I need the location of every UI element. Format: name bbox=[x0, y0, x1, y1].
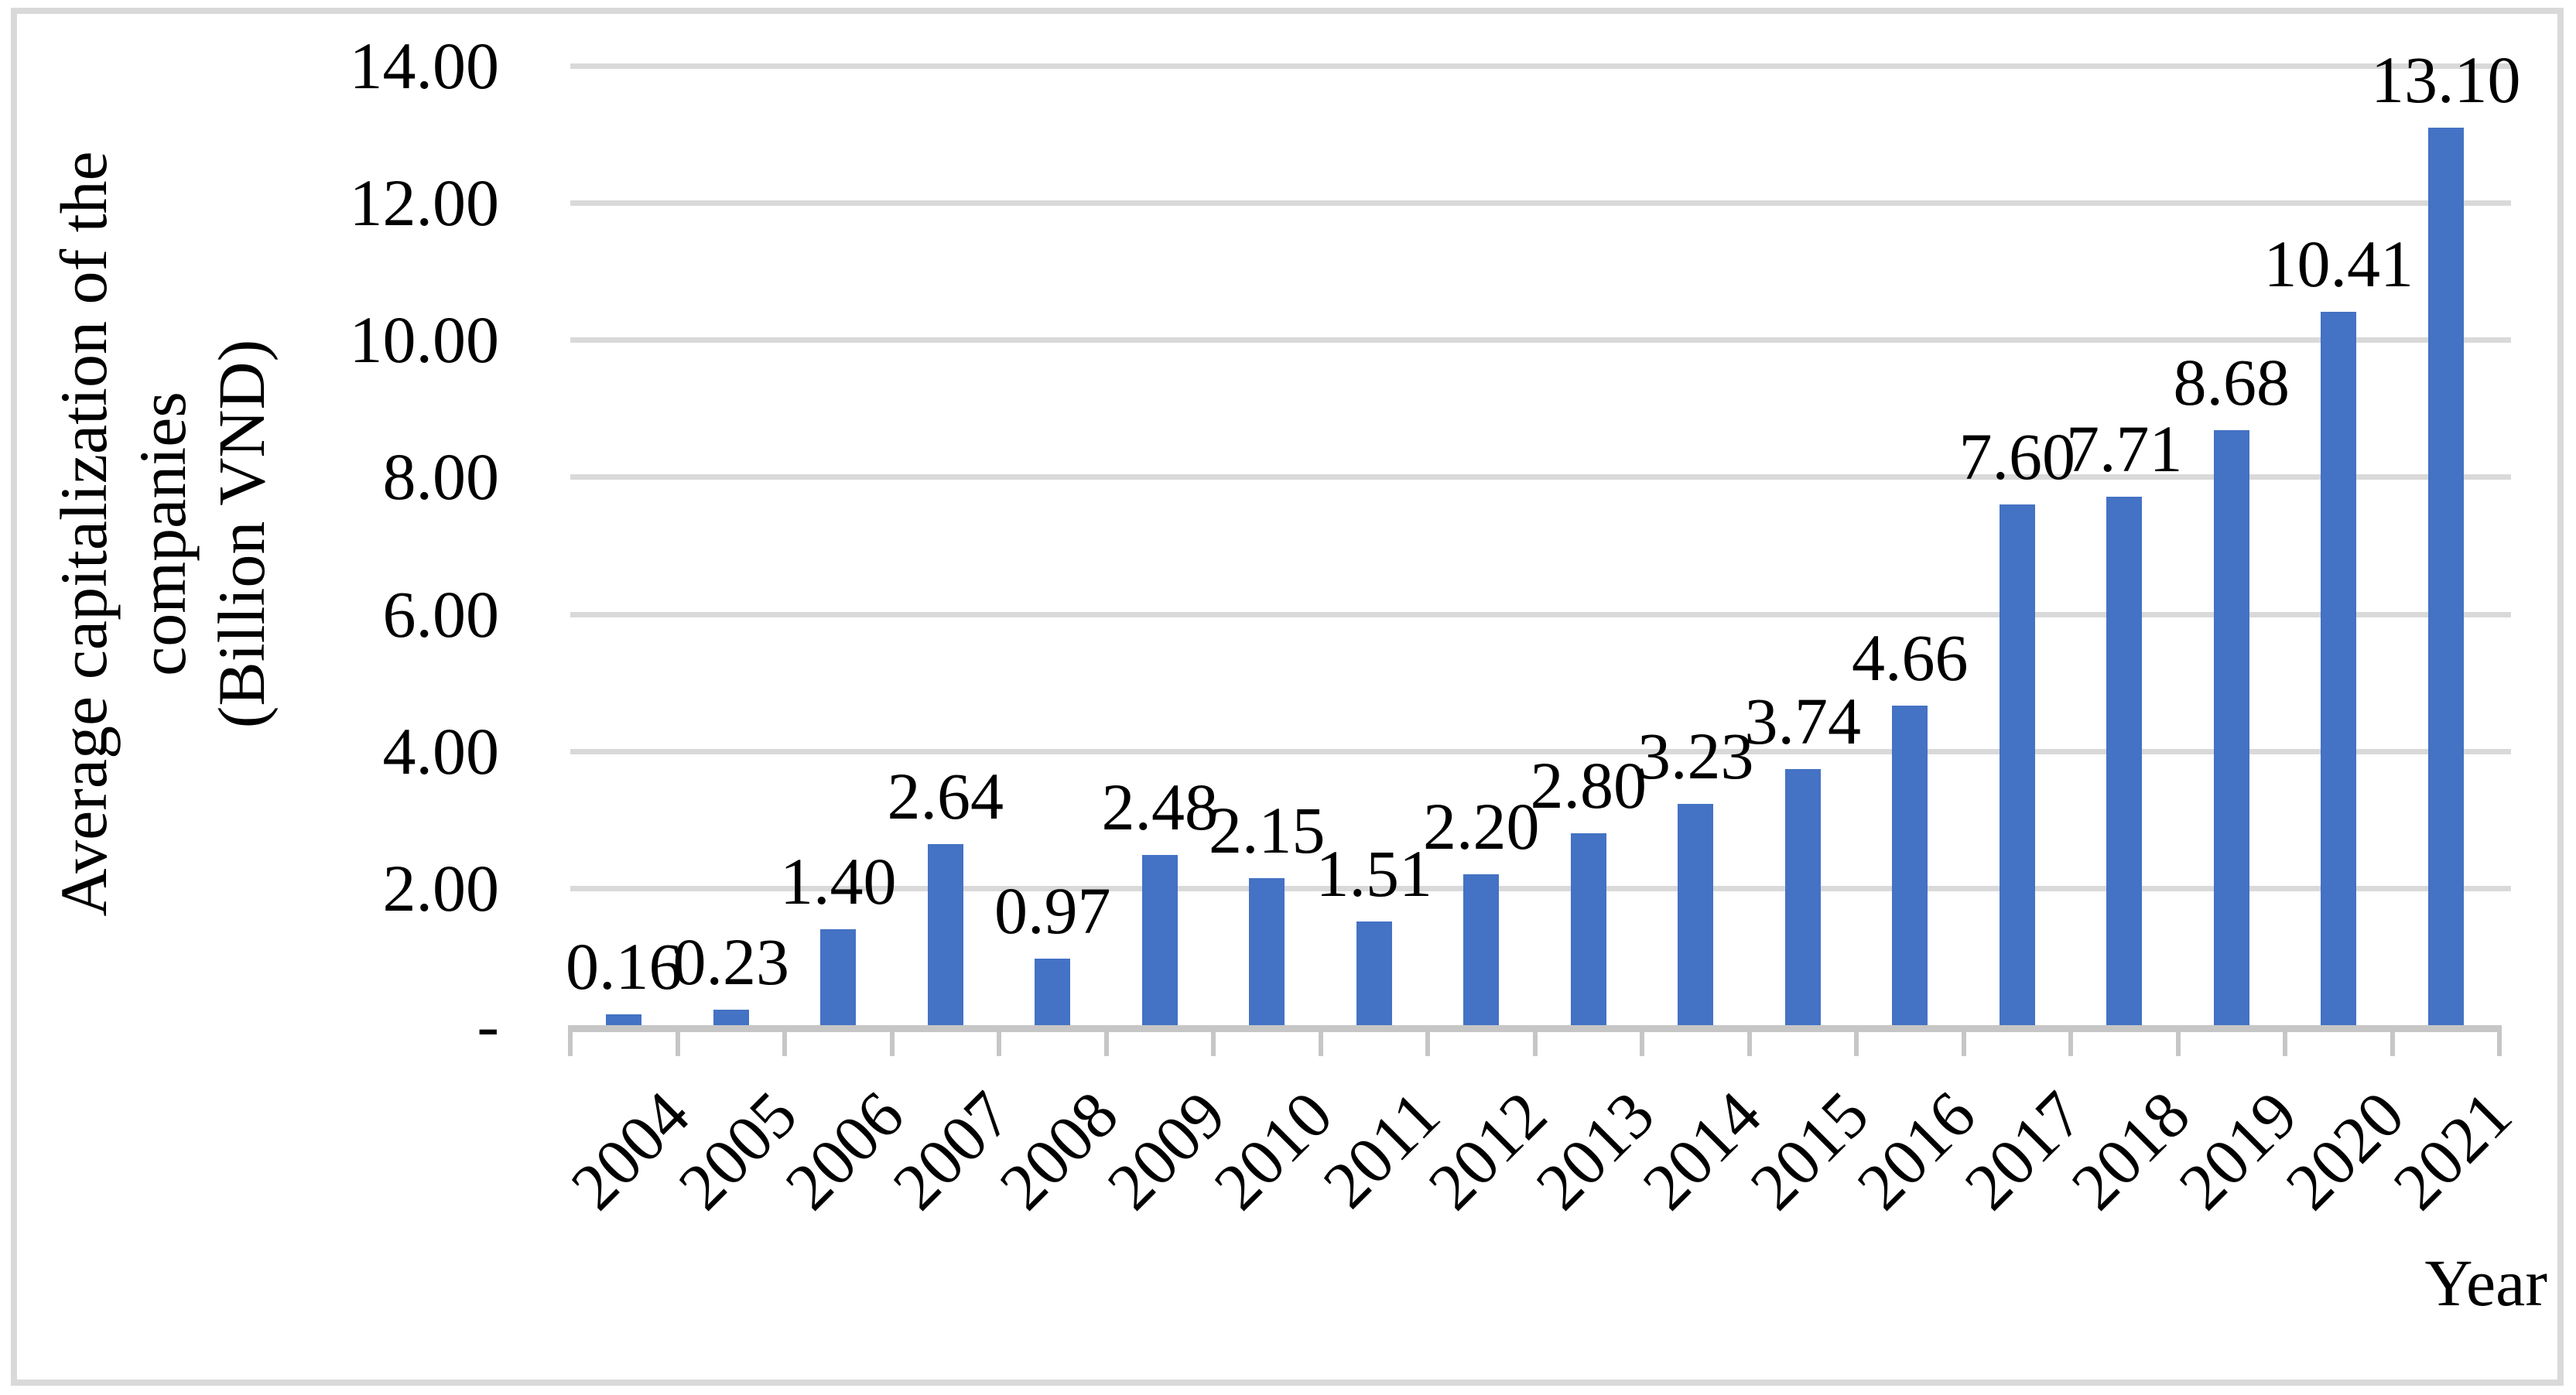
bar-2021 bbox=[2427, 127, 2464, 1025]
bar-2004 bbox=[606, 1014, 642, 1025]
x-tick-mark bbox=[675, 1025, 680, 1056]
data-label-2006: 1.40 bbox=[780, 844, 897, 918]
y-tick-label: 8.00 bbox=[382, 439, 500, 515]
x-tick-mark bbox=[997, 1025, 1001, 1056]
x-tick-mark bbox=[1318, 1025, 1323, 1056]
x-tick-mark bbox=[782, 1025, 787, 1056]
data-label-2019: 8.68 bbox=[2173, 345, 2290, 420]
data-label-2010: 2.15 bbox=[1209, 792, 1326, 867]
bar-2008 bbox=[1035, 959, 1071, 1025]
x-tick-mark bbox=[889, 1025, 895, 1056]
x-tick-mark bbox=[568, 1025, 573, 1056]
x-tick-mark bbox=[1211, 1025, 1216, 1056]
bar-2016 bbox=[1892, 706, 1928, 1025]
x-tick-mark bbox=[1425, 1025, 1430, 1056]
bar-2015 bbox=[1784, 768, 1821, 1025]
gridline bbox=[570, 200, 2511, 207]
data-label-2016: 4.66 bbox=[1852, 621, 1969, 696]
x-tick-mark bbox=[2068, 1025, 2073, 1056]
gridline bbox=[570, 63, 2511, 69]
y-tick-label: 6.00 bbox=[382, 576, 500, 651]
y-tick-label: 14.00 bbox=[349, 29, 500, 103]
y-tick-label: 4.00 bbox=[382, 713, 500, 788]
bar-2017 bbox=[1999, 504, 2035, 1025]
x-axis-title: Year bbox=[2424, 1246, 2547, 1320]
gridline bbox=[570, 337, 2511, 344]
x-tick-mark bbox=[1532, 1025, 1538, 1056]
data-label-2015: 3.74 bbox=[1744, 683, 1862, 758]
data-label-2008: 0.97 bbox=[994, 874, 1111, 949]
data-label-2012: 2.20 bbox=[1423, 789, 1540, 864]
y-tick-label: 12.00 bbox=[349, 166, 500, 241]
data-label-2004: 0.16 bbox=[566, 928, 682, 1004]
bar-2009 bbox=[1141, 855, 1178, 1025]
bar-2007 bbox=[927, 844, 963, 1025]
x-tick-mark bbox=[1746, 1025, 1752, 1056]
bar-2010 bbox=[1249, 877, 1285, 1025]
bar-2011 bbox=[1356, 921, 1392, 1025]
x-tick-mark bbox=[1103, 1025, 1109, 1056]
data-label-2020: 10.41 bbox=[2263, 226, 2414, 301]
bar-2006 bbox=[820, 929, 857, 1025]
gridline bbox=[570, 748, 2511, 754]
bar-2012 bbox=[1463, 874, 1500, 1025]
gridline bbox=[570, 474, 2511, 480]
x-tick-mark bbox=[1961, 1025, 1966, 1056]
chart-border-frame bbox=[11, 8, 2564, 1386]
y-axis-title-line-1: Average capitalization of the bbox=[46, 151, 121, 917]
bar-2014 bbox=[1678, 803, 1714, 1025]
gridline bbox=[570, 611, 2511, 617]
x-tick-mark bbox=[2283, 1025, 2287, 1056]
x-tick-mark bbox=[2175, 1025, 2181, 1056]
bar-2013 bbox=[1570, 833, 1606, 1025]
data-label-2007: 2.64 bbox=[887, 759, 1004, 834]
gridline bbox=[570, 885, 2511, 891]
data-label-2005: 0.23 bbox=[672, 924, 790, 999]
y-axis-title-line-3: (Billion VND) bbox=[204, 339, 279, 729]
data-label-2013: 2.80 bbox=[1530, 748, 1647, 822]
y-tick-label: - bbox=[477, 988, 499, 1062]
y-axis-title: Average capitalization of the companies … bbox=[44, 151, 281, 916]
data-label-2009: 2.48 bbox=[1101, 770, 1219, 845]
data-label-2014: 3.23 bbox=[1637, 718, 1754, 793]
x-tick-mark bbox=[1640, 1025, 1644, 1056]
y-tick-label: 2.00 bbox=[382, 850, 500, 925]
x-tick-mark bbox=[2497, 1025, 2502, 1056]
bar-2020 bbox=[2321, 311, 2357, 1025]
x-tick-mark bbox=[1854, 1025, 1859, 1056]
x-tick-mark bbox=[2390, 1025, 2395, 1056]
bar-2005 bbox=[713, 1009, 749, 1025]
data-label-2018: 7.71 bbox=[2066, 412, 2183, 487]
data-label-2017: 7.60 bbox=[1959, 419, 2076, 494]
y-axis-title-line-2: companies bbox=[125, 391, 200, 676]
data-label-2021: 13.10 bbox=[2371, 42, 2521, 117]
bar-2018 bbox=[2106, 497, 2143, 1025]
bar-2019 bbox=[2213, 430, 2249, 1025]
y-tick-label: 10.00 bbox=[349, 303, 500, 378]
data-label-2011: 1.51 bbox=[1315, 836, 1433, 911]
